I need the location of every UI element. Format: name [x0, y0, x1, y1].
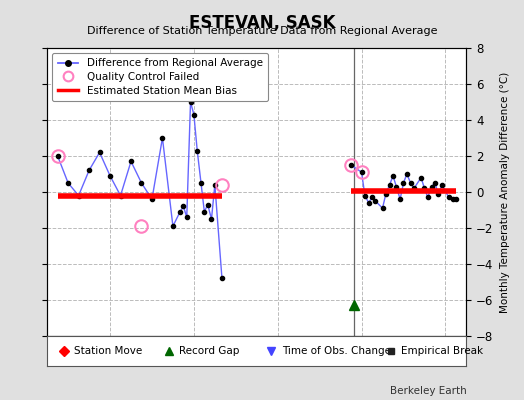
- Text: Berkeley Earth: Berkeley Earth: [390, 386, 466, 396]
- Text: Time of Obs. Change: Time of Obs. Change: [282, 346, 391, 356]
- Text: Record Gap: Record Gap: [179, 346, 239, 356]
- Text: Station Move: Station Move: [74, 346, 143, 356]
- Text: Empirical Break: Empirical Break: [401, 346, 484, 356]
- Legend: Difference from Regional Average, Quality Control Failed, Estimated Station Mean: Difference from Regional Average, Qualit…: [52, 53, 268, 101]
- Text: ESTEVAN, SASK: ESTEVAN, SASK: [189, 14, 335, 32]
- Text: Difference of Station Temperature Data from Regional Average: Difference of Station Temperature Data f…: [87, 26, 437, 36]
- Y-axis label: Monthly Temperature Anomaly Difference (°C): Monthly Temperature Anomaly Difference (…: [500, 71, 510, 313]
